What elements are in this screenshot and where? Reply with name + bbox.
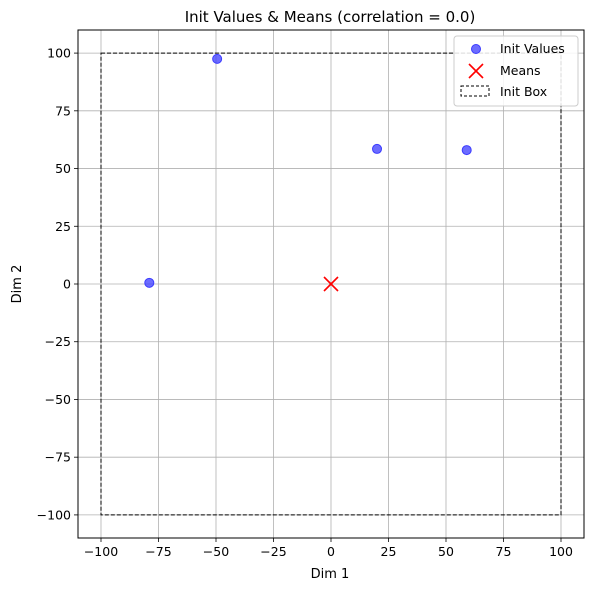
y-tick-label: −75 bbox=[45, 450, 71, 465]
mean-point-stroke bbox=[323, 276, 339, 292]
legend-label-init-values: Init Values bbox=[500, 41, 565, 56]
chart-title: Init Values & Means (correlation = 0.0) bbox=[185, 8, 476, 26]
init-value-point bbox=[144, 277, 155, 288]
x-tick-label: 75 bbox=[496, 544, 512, 559]
y-tick-label: 50 bbox=[55, 161, 71, 176]
mean-point bbox=[323, 276, 339, 292]
x-tick-label: 50 bbox=[438, 544, 454, 559]
x-tick-label: −50 bbox=[203, 544, 229, 559]
x-axis-label: Dim 1 bbox=[311, 567, 350, 582]
y-axis-label: Dim 2 bbox=[10, 265, 25, 304]
init-value-point bbox=[212, 53, 223, 64]
legend-frame bbox=[453, 35, 579, 107]
legend-marker-init-box bbox=[460, 85, 490, 97]
legend-marker-init-values bbox=[471, 44, 481, 54]
init-value-point bbox=[461, 145, 472, 156]
data-points bbox=[144, 53, 472, 292]
y-tick-label: −100 bbox=[37, 507, 71, 522]
init-value-point bbox=[372, 143, 382, 154]
y-tick-label: −25 bbox=[45, 334, 71, 349]
legend: Init Values Means Init Box bbox=[453, 35, 579, 107]
init-box bbox=[100, 52, 562, 516]
x-tick-label: 0 bbox=[327, 544, 335, 559]
y-tick-label: 0 bbox=[63, 277, 71, 292]
y-tick-label: 75 bbox=[55, 103, 71, 118]
x-tick-label: −100 bbox=[84, 544, 118, 559]
y-tick-label: −50 bbox=[45, 392, 71, 407]
x-tick-label: 100 bbox=[549, 544, 573, 559]
axis-ticks: −100 −75 −50 −25 0 25 50 75 100 −100 −75 −50 −25 0 25 5… bbox=[37, 46, 573, 559]
legend-label-init-box: Init Box bbox=[500, 84, 547, 99]
y-tick-label: 100 bbox=[47, 46, 71, 61]
x-tick-label: 25 bbox=[381, 544, 397, 559]
x-tick-label: −25 bbox=[260, 544, 286, 559]
legend-marker-means bbox=[468, 63, 484, 79]
legend-label-means: Means bbox=[500, 63, 541, 78]
y-tick-label: 25 bbox=[55, 219, 71, 234]
x-tick-label: −75 bbox=[145, 544, 171, 559]
init-box-rect bbox=[100, 52, 562, 516]
